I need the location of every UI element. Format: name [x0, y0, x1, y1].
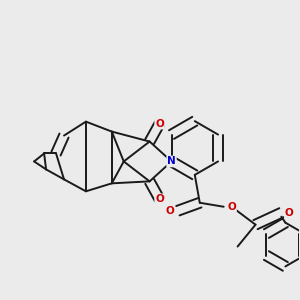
Text: O: O	[166, 206, 174, 216]
Text: N: N	[167, 156, 176, 167]
Text: O: O	[227, 202, 236, 212]
Text: O: O	[155, 118, 164, 129]
Text: O: O	[155, 194, 164, 204]
Text: O: O	[285, 208, 294, 218]
